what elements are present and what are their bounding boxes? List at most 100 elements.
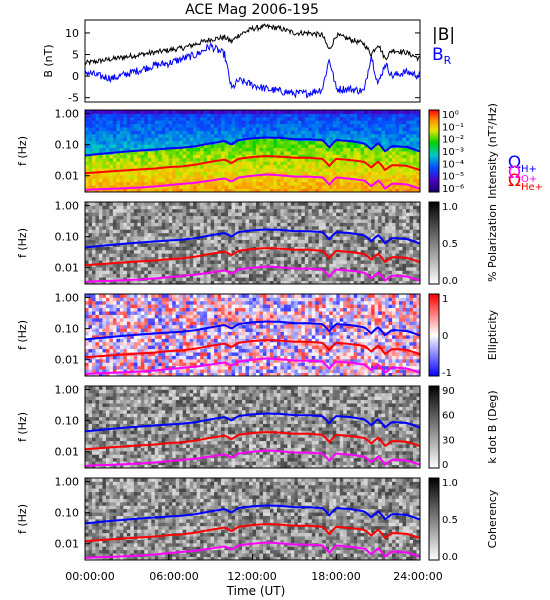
heatmap-cell xyxy=(102,137,107,142)
heatmap-cell xyxy=(343,168,348,172)
heatmap-cell xyxy=(98,161,103,166)
heatmap-cell xyxy=(406,137,410,142)
heatmap-cell xyxy=(339,222,344,227)
heatmap-cell xyxy=(168,270,173,275)
heatmap-cell xyxy=(371,110,376,114)
heatmap-cell xyxy=(238,140,243,145)
heatmap-cell xyxy=(343,147,348,152)
heatmap-cell xyxy=(231,174,236,179)
heatmap-cell xyxy=(329,270,334,275)
heatmap-cell xyxy=(130,123,135,128)
heatmap-cell xyxy=(140,219,145,223)
heatmap-cell xyxy=(311,164,316,169)
heatmap-cell xyxy=(311,185,316,189)
heatmap-cell xyxy=(123,208,128,213)
heatmap-cell xyxy=(144,154,149,159)
heatmap-cell xyxy=(123,232,128,237)
heatmap-cell xyxy=(217,113,222,118)
heatmap-cell xyxy=(105,168,110,172)
heatmap-cell xyxy=(392,208,396,213)
heatmap-cell xyxy=(85,358,89,363)
heatmap-cell xyxy=(151,236,156,240)
heatmap-cell xyxy=(255,266,260,271)
heatmap-cell xyxy=(200,263,205,268)
heatmap-cell xyxy=(217,222,222,227)
heatmap-cell xyxy=(280,215,285,220)
heatmap-cell xyxy=(315,188,320,193)
heatmap-cell xyxy=(175,144,180,148)
heatmap-cell xyxy=(381,174,386,179)
heatmap-cell xyxy=(374,273,379,278)
heatmap-cell xyxy=(137,174,142,179)
heatmap-cell xyxy=(231,229,236,234)
heatmap-cell xyxy=(273,202,278,206)
heatmap-cell xyxy=(249,178,253,183)
heatmap-cell xyxy=(85,256,89,261)
heatmap-cell xyxy=(231,263,236,268)
heatmap-cell xyxy=(217,277,222,281)
heatmap-cell xyxy=(297,178,302,183)
heatmap-cell xyxy=(228,236,232,240)
heatmap-cell xyxy=(325,151,330,155)
heatmap-cell xyxy=(235,239,239,244)
heatmap-cell xyxy=(416,208,421,213)
heatmap-cell xyxy=(252,266,257,271)
heatmap-cell xyxy=(224,225,229,230)
heatmap-cell xyxy=(402,120,407,125)
heatmap-cell xyxy=(130,317,135,322)
heatmap-cell xyxy=(235,253,239,258)
heatmap-cell xyxy=(88,232,93,237)
heatmap-cell xyxy=(105,120,110,125)
heatmap-cell xyxy=(297,130,302,135)
heatmap-cell xyxy=(280,243,285,247)
heatmap-cell xyxy=(388,161,393,166)
heatmap-cell xyxy=(360,280,365,285)
heatmap-cell xyxy=(133,253,138,258)
heatmap-cell xyxy=(252,232,257,237)
heatmap-cell xyxy=(385,123,389,128)
heatmap-cell xyxy=(123,222,128,227)
heatmap-cell xyxy=(242,130,246,135)
heatmap-cell xyxy=(325,205,330,210)
heatmap-cell xyxy=(91,280,96,285)
heatmap-cell xyxy=(105,174,110,179)
heatmap-cell xyxy=(280,151,285,155)
heatmap-cell xyxy=(203,133,208,138)
heatmap-cell xyxy=(214,130,218,135)
heatmap-cell xyxy=(189,239,194,244)
heatmap-cell xyxy=(140,161,145,166)
heatmap-cell xyxy=(413,256,417,261)
heatmap-cell xyxy=(266,256,271,261)
heatmap-cell xyxy=(367,168,372,172)
heatmap-cell xyxy=(388,157,393,162)
heatmap-cell xyxy=(371,171,376,176)
heatmap-cell xyxy=(357,219,362,223)
heatmap-cell xyxy=(290,256,295,261)
heatmap-cell xyxy=(98,304,103,309)
heatmap-cell xyxy=(98,147,103,152)
heatmap-cell xyxy=(381,243,386,247)
heatmap-cell xyxy=(217,137,222,142)
heatmap-cell xyxy=(186,161,191,166)
heatmap-cell xyxy=(161,185,166,189)
heatmap-cell xyxy=(273,212,278,217)
heatmap-cell xyxy=(280,270,285,275)
heatmap-cell xyxy=(98,208,103,213)
heatmap-cell xyxy=(228,256,232,261)
heatmap-cell xyxy=(255,270,260,275)
heatmap-cell xyxy=(364,263,369,268)
heatmap-cell xyxy=(168,263,173,268)
heatmap-cell xyxy=(168,154,173,159)
heatmap-cell xyxy=(385,157,389,162)
heatmap-cell xyxy=(266,212,271,217)
heatmap-cell xyxy=(329,219,334,223)
heatmap-cell xyxy=(374,127,379,131)
heatmap-cell xyxy=(95,123,100,128)
heatmap-cell xyxy=(130,321,135,326)
heatmap-cell xyxy=(388,137,393,142)
heatmap-cell xyxy=(308,239,313,244)
heatmap-cell xyxy=(88,144,93,148)
heatmap-cell xyxy=(367,219,372,223)
heatmap-cell xyxy=(339,273,344,278)
